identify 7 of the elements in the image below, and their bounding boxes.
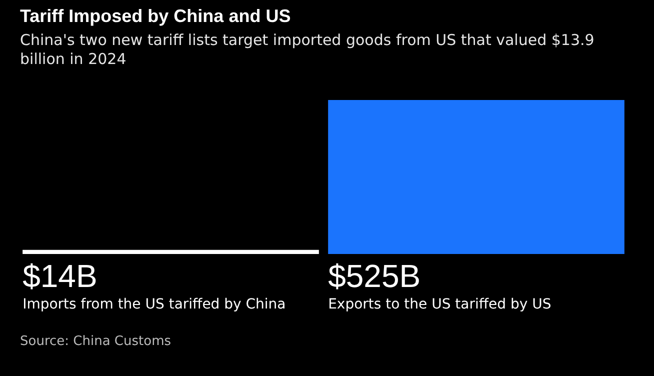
source-note: Source: China Customs (20, 334, 172, 349)
chart-title: Tariff Imposed by China and US (20, 6, 291, 27)
x-tick-label: Imports from the US tariffed by China (22, 296, 286, 313)
x-tick-label: Exports to the US tariffed by US (328, 296, 552, 313)
data-label: $525B (328, 258, 421, 294)
chart-subtitle: China's two new tariff lists target imported goods from US that valued $13.9 billion in 2024 (20, 31, 596, 69)
data-label: $14B (22, 258, 98, 294)
